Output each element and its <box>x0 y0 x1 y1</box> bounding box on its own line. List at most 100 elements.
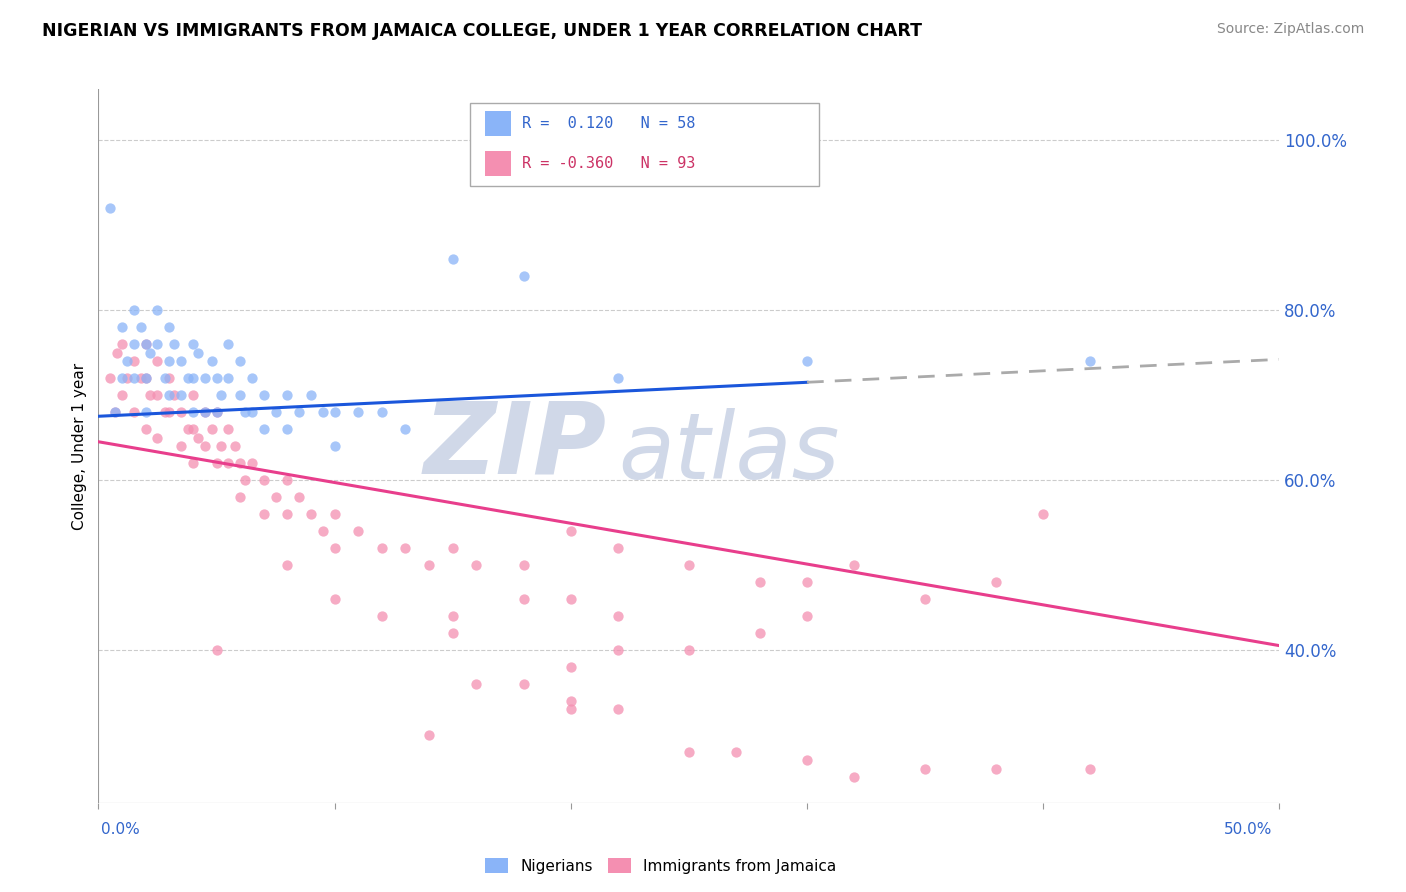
Point <box>170 405 193 419</box>
Point <box>105 345 128 359</box>
Point <box>163 337 186 351</box>
Point <box>560 694 582 708</box>
Point <box>201 354 224 368</box>
Point <box>276 507 298 521</box>
Point <box>157 371 180 385</box>
Point <box>181 371 204 385</box>
Point <box>135 337 157 351</box>
Point <box>560 660 582 674</box>
Point <box>465 558 488 572</box>
Point <box>607 608 630 623</box>
Point <box>135 337 157 351</box>
Point <box>312 405 335 419</box>
Point <box>153 405 176 419</box>
Point <box>796 574 818 589</box>
Point <box>418 558 440 572</box>
Point <box>560 524 582 538</box>
Point <box>441 252 464 266</box>
Point <box>177 371 200 385</box>
Point <box>607 643 630 657</box>
Point <box>512 269 534 284</box>
Point <box>205 643 228 657</box>
Point <box>347 524 370 538</box>
Legend: Nigerians, Immigrants from Jamaica: Nigerians, Immigrants from Jamaica <box>479 852 842 880</box>
Text: atlas: atlas <box>619 409 839 498</box>
Point <box>129 320 152 334</box>
Point <box>678 643 700 657</box>
Point <box>181 456 204 470</box>
Point <box>276 388 298 402</box>
Point <box>607 371 630 385</box>
Point <box>347 405 370 419</box>
Point <box>111 388 134 402</box>
Point <box>122 337 145 351</box>
Point <box>181 405 204 419</box>
Point <box>253 507 276 521</box>
Point <box>157 320 180 334</box>
Point <box>122 354 145 368</box>
Point <box>111 337 134 351</box>
Point <box>796 753 818 767</box>
Point <box>678 745 700 759</box>
Point <box>229 456 252 470</box>
Point <box>170 388 193 402</box>
Point <box>209 439 232 453</box>
Point <box>240 371 263 385</box>
Point <box>914 762 936 776</box>
Point <box>205 371 228 385</box>
Point <box>209 388 232 402</box>
Point <box>394 541 416 555</box>
Point <box>233 473 256 487</box>
Point <box>194 405 217 419</box>
Point <box>111 371 134 385</box>
Point <box>276 558 298 572</box>
Point <box>181 388 204 402</box>
Point <box>240 405 263 419</box>
Point <box>122 303 145 318</box>
Point <box>217 337 239 351</box>
Point <box>914 591 936 606</box>
Point <box>229 388 252 402</box>
Point <box>984 762 1007 776</box>
Point <box>111 320 134 334</box>
Point <box>217 371 239 385</box>
Point <box>796 354 818 368</box>
Point <box>512 677 534 691</box>
Text: NIGERIAN VS IMMIGRANTS FROM JAMAICA COLLEGE, UNDER 1 YEAR CORRELATION CHART: NIGERIAN VS IMMIGRANTS FROM JAMAICA COLL… <box>42 22 922 40</box>
Point <box>122 371 145 385</box>
Point <box>560 702 582 716</box>
Text: ZIP: ZIP <box>423 398 606 494</box>
Point <box>187 345 209 359</box>
Point <box>187 430 209 444</box>
Point <box>122 405 145 419</box>
Point <box>748 574 770 589</box>
Point <box>607 541 630 555</box>
Point <box>229 354 252 368</box>
Point <box>323 591 346 606</box>
Point <box>844 770 866 784</box>
Point <box>1080 762 1102 776</box>
Text: Source: ZipAtlas.com: Source: ZipAtlas.com <box>1216 22 1364 37</box>
FancyBboxPatch shape <box>485 151 510 176</box>
Point <box>98 201 121 215</box>
Y-axis label: College, Under 1 year: College, Under 1 year <box>72 362 87 530</box>
Point <box>129 371 152 385</box>
Point <box>312 524 335 538</box>
Point <box>201 422 224 436</box>
Point <box>371 541 394 555</box>
Point <box>323 405 346 419</box>
Point <box>181 337 204 351</box>
Text: 0.0%: 0.0% <box>101 822 141 837</box>
Point <box>984 574 1007 589</box>
Point <box>115 354 138 368</box>
Point <box>181 422 204 436</box>
Point <box>299 507 322 521</box>
Point <box>217 422 239 436</box>
Point <box>288 405 311 419</box>
Point <box>371 405 394 419</box>
Point <box>163 388 186 402</box>
Point <box>104 405 127 419</box>
Point <box>157 354 180 368</box>
FancyBboxPatch shape <box>485 112 510 136</box>
Text: R = -0.360   N = 93: R = -0.360 N = 93 <box>523 156 696 170</box>
